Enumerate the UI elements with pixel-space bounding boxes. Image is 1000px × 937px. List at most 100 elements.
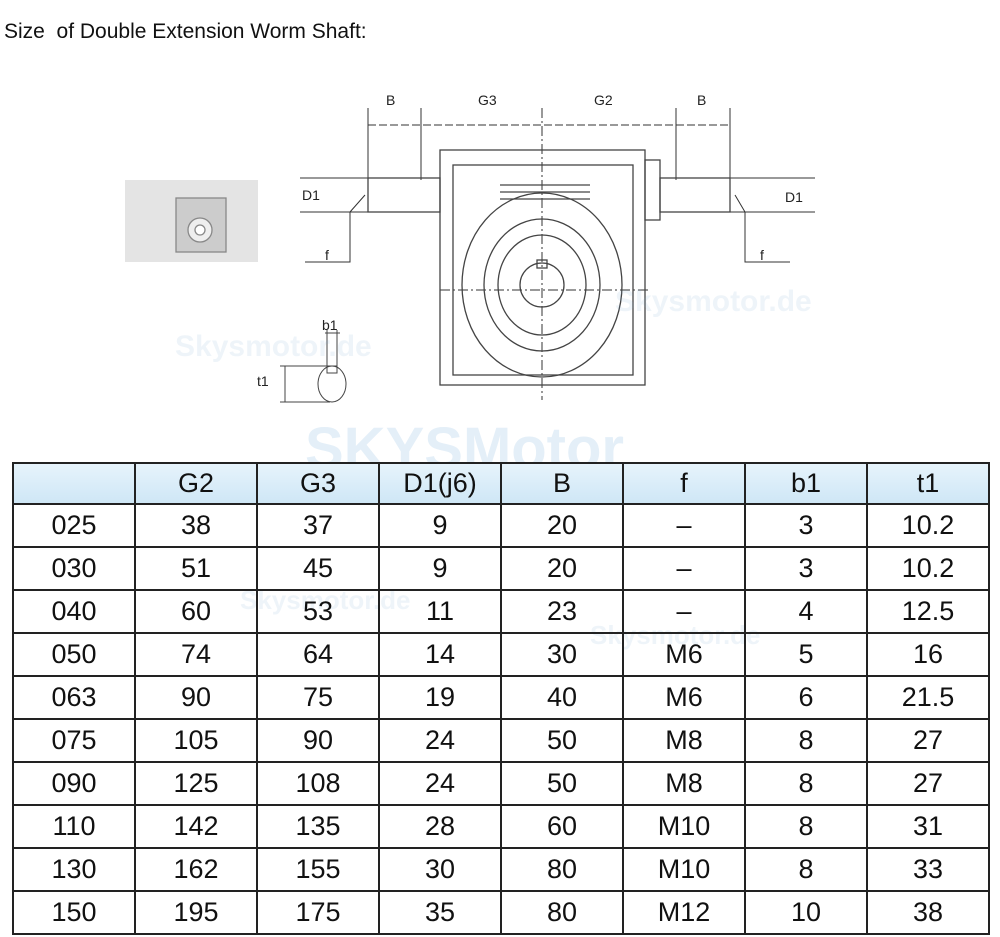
value-cell: 27 (866, 718, 990, 763)
value-cell: 6 (744, 675, 868, 720)
value-cell: 33 (866, 847, 990, 892)
label-g2: G2 (594, 92, 613, 108)
value-cell: 90 (134, 675, 258, 720)
value-cell: 80 (500, 847, 624, 892)
value-cell: 9 (378, 503, 502, 548)
value-cell: 74 (134, 632, 258, 677)
worm-shaft-diagram: B G3 G2 B D1 D1 f f b1 t1 (125, 92, 815, 403)
label-d1-left: D1 (302, 187, 320, 203)
value-cell: M6 (622, 675, 746, 720)
value-cell: – (622, 546, 746, 591)
table-row: 090 125 108 24 50 M8 8 27 (12, 761, 990, 806)
column-header: G2 (134, 462, 258, 505)
value-cell: 3 (744, 546, 868, 591)
value-cell: 37 (256, 503, 380, 548)
dimension-lines (300, 108, 815, 400)
value-cell: 11 (378, 589, 502, 634)
size-cell: 050 (12, 632, 136, 677)
value-cell: 64 (256, 632, 380, 677)
column-header (12, 462, 136, 505)
gearbox-thumbnail (125, 180, 258, 262)
value-cell: – (622, 589, 746, 634)
value-cell: 38 (134, 503, 258, 548)
value-cell: 8 (744, 804, 868, 849)
value-cell: 175 (256, 890, 380, 935)
table-row: 150 195 175 35 80 M12 10 38 (12, 890, 990, 935)
value-cell: 14 (378, 632, 502, 677)
column-header: b1 (744, 462, 868, 505)
size-cell: 030 (12, 546, 136, 591)
value-cell: 16 (866, 632, 990, 677)
value-cell: 30 (500, 632, 624, 677)
value-cell: 24 (378, 718, 502, 763)
value-cell: 20 (500, 546, 624, 591)
value-cell: M6 (622, 632, 746, 677)
value-cell: 51 (134, 546, 258, 591)
size-cell: 075 (12, 718, 136, 763)
value-cell: 8 (744, 718, 868, 763)
value-cell: M10 (622, 847, 746, 892)
value-cell: 195 (134, 890, 258, 935)
column-header: t1 (866, 462, 990, 505)
value-cell: 60 (134, 589, 258, 634)
value-cell: 105 (134, 718, 258, 763)
column-header: B (500, 462, 624, 505)
value-cell: 31 (866, 804, 990, 849)
value-cell: 50 (500, 761, 624, 806)
value-cell: 80 (500, 890, 624, 935)
value-cell: 35 (378, 890, 502, 935)
value-cell: 10.2 (866, 503, 990, 548)
label-f-left: f (325, 247, 329, 263)
value-cell: 75 (256, 675, 380, 720)
table-row: 110 142 135 28 60 M10 8 31 (12, 804, 990, 849)
value-cell: 4 (744, 589, 868, 634)
value-cell: 3 (744, 503, 868, 548)
table-row: 040 60 53 11 23–4 12.5 (12, 589, 990, 634)
value-cell: – (622, 503, 746, 548)
label-f-right: f (760, 247, 764, 263)
label-g3: G3 (478, 92, 497, 108)
label-b-left: B (386, 92, 395, 108)
size-cell: 130 (12, 847, 136, 892)
page-title: Size of Double Extension Worm Shaft: (4, 20, 367, 43)
table-row: 030 51 45 9 20–3 10.2 (12, 546, 990, 591)
size-cell: 025 (12, 503, 136, 548)
value-cell: 125 (134, 761, 258, 806)
table-row: 050 74 64 14 30 M6 5 16 (12, 632, 990, 677)
value-cell: 90 (256, 718, 380, 763)
label-t1: t1 (257, 373, 269, 389)
value-cell: 30 (378, 847, 502, 892)
value-cell: 8 (744, 761, 868, 806)
value-cell: M12 (622, 890, 746, 935)
value-cell: 135 (256, 804, 380, 849)
gearbox-housing (367, 149, 731, 386)
label-d1-right: D1 (785, 189, 803, 205)
value-cell: 50 (500, 718, 624, 763)
value-cell: 53 (256, 589, 380, 634)
value-cell: 60 (500, 804, 624, 849)
value-cell: 27 (866, 761, 990, 806)
value-cell: 8 (744, 847, 868, 892)
size-cell: 040 (12, 589, 136, 634)
value-cell: 155 (256, 847, 380, 892)
value-cell: 10 (744, 890, 868, 935)
column-header: D1(j6) (378, 462, 502, 505)
value-cell: 40 (500, 675, 624, 720)
value-cell: 9 (378, 546, 502, 591)
size-cell: 090 (12, 761, 136, 806)
size-cell: 110 (12, 804, 136, 849)
value-cell: 5 (744, 632, 868, 677)
value-cell: 23 (500, 589, 624, 634)
table-row: 130 162 155 30 80 M10 8 33 (12, 847, 990, 892)
table-row: 063 90 75 19 40 M6 6 21.5 (12, 675, 990, 720)
value-cell: 10.2 (866, 546, 990, 591)
label-b1: b1 (322, 317, 338, 333)
table-row: 075 105 90 24 50 M8 8 27 (12, 718, 990, 763)
size-cell: 150 (12, 890, 136, 935)
value-cell: 142 (134, 804, 258, 849)
value-cell: 162 (134, 847, 258, 892)
value-cell: 108 (256, 761, 380, 806)
value-cell: 21.5 (866, 675, 990, 720)
size-cell: 063 (12, 675, 136, 720)
